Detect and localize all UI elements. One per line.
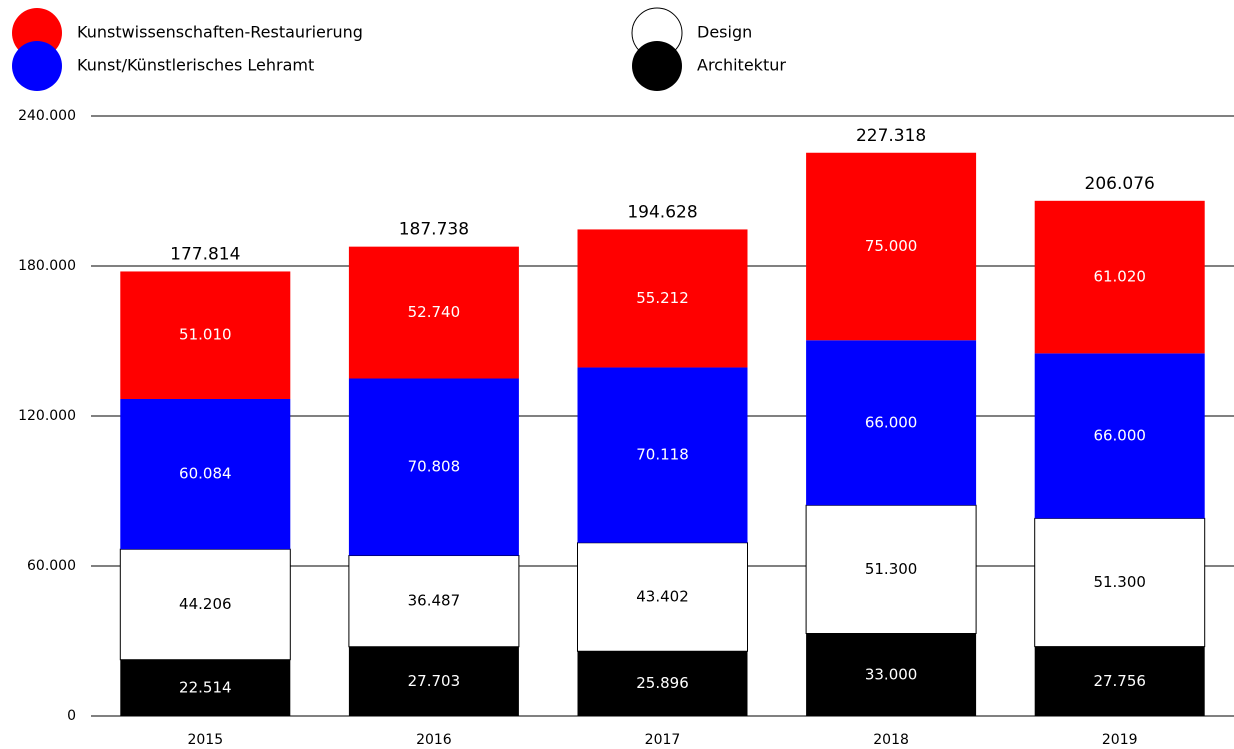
value-label: 75.000 bbox=[865, 237, 918, 255]
value-label: 70.808 bbox=[408, 458, 461, 476]
bar-segment bbox=[577, 229, 748, 368]
bar-segment bbox=[806, 633, 977, 716]
value-label: 66.000 bbox=[1093, 426, 1146, 444]
bar-segment bbox=[348, 555, 520, 648]
value-label: 25.896 bbox=[636, 674, 689, 692]
y-tick-label: 120.000 bbox=[18, 408, 76, 424]
value-label: 27.703 bbox=[408, 672, 461, 690]
total-label: 206.076 bbox=[1085, 174, 1155, 194]
value-label: 61.020 bbox=[1093, 268, 1146, 286]
x-tick-label: 2019 bbox=[1102, 732, 1138, 748]
x-tick-label: 2017 bbox=[645, 732, 681, 748]
bar-segment bbox=[119, 548, 291, 661]
bar-segment bbox=[1034, 200, 1205, 354]
bar-segment bbox=[348, 246, 519, 379]
value-label: 27.756 bbox=[1093, 672, 1146, 690]
value-label: 43.402 bbox=[636, 588, 689, 606]
value-label: 44.206 bbox=[179, 595, 232, 613]
legend-swatch bbox=[12, 41, 62, 91]
bar-segment bbox=[1034, 353, 1205, 519]
bar-segment bbox=[805, 504, 977, 634]
bar-segment bbox=[577, 651, 748, 716]
bar-segment bbox=[348, 378, 519, 556]
bar-segment bbox=[1034, 517, 1206, 648]
y-tick-label: 180.000 bbox=[18, 258, 76, 274]
y-tick-label: 60.000 bbox=[27, 558, 76, 574]
legend-label: Architektur bbox=[697, 56, 786, 75]
bar-segment bbox=[577, 542, 748, 652]
value-label: 33.000 bbox=[865, 665, 918, 683]
y-tick-label: 0 bbox=[67, 708, 76, 724]
value-label: 51.300 bbox=[1093, 573, 1146, 591]
value-label: 60.084 bbox=[179, 465, 232, 483]
value-label: 66.000 bbox=[865, 413, 918, 431]
legend-swatch bbox=[632, 41, 682, 91]
total-label: 177.814 bbox=[170, 244, 240, 264]
bar-segment bbox=[1034, 646, 1205, 716]
bar-segment bbox=[120, 271, 291, 399]
legend-label: Design bbox=[697, 23, 752, 42]
value-label: 55.212 bbox=[636, 289, 689, 307]
bar-segment bbox=[120, 659, 291, 716]
value-label: 22.514 bbox=[179, 678, 232, 696]
bar-segment bbox=[348, 646, 519, 716]
total-label: 194.628 bbox=[627, 202, 697, 222]
value-label: 51.300 bbox=[865, 560, 918, 578]
x-tick-label: 2018 bbox=[873, 732, 909, 748]
bar-segment bbox=[806, 340, 977, 506]
y-tick-label: 240.000 bbox=[18, 108, 76, 124]
total-label: 227.318 bbox=[856, 126, 926, 146]
bar-segment bbox=[577, 367, 748, 543]
value-label: 70.118 bbox=[636, 446, 689, 464]
x-tick-label: 2016 bbox=[416, 732, 452, 748]
bar-segment bbox=[120, 398, 291, 550]
value-label: 36.487 bbox=[408, 592, 461, 610]
value-label: 52.740 bbox=[408, 303, 461, 321]
bar-segment bbox=[806, 152, 977, 341]
total-label: 187.738 bbox=[399, 220, 469, 240]
legend-label: Kunstwissenschaften-Restaurierung bbox=[77, 23, 363, 42]
legend-label: Kunst/Künstlerisches Lehramt bbox=[77, 56, 314, 75]
x-tick-label: 2015 bbox=[187, 732, 223, 748]
value-label: 51.010 bbox=[179, 326, 232, 344]
